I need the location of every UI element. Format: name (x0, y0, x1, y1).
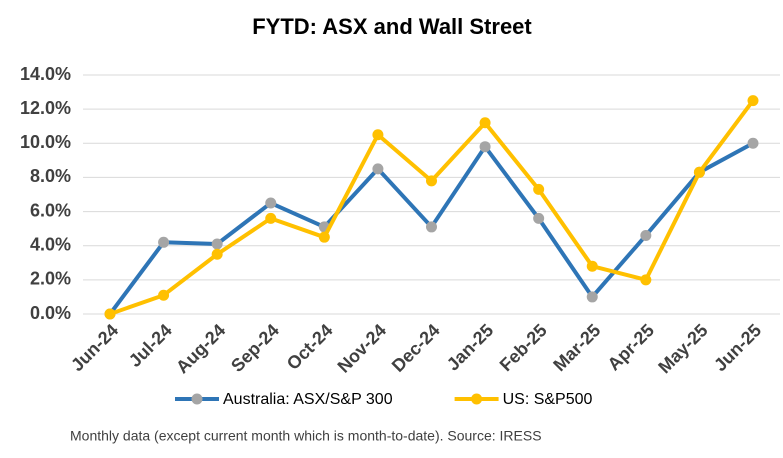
chart-title: FYTD: ASX and Wall Street (252, 14, 532, 39)
point (693, 166, 705, 178)
x-tick-label: Jun-25 (710, 320, 765, 375)
x-tick-label: Mar-25 (549, 320, 604, 375)
x-tick-label: Apr-25 (604, 320, 658, 374)
point (533, 183, 545, 195)
legend-label: US: S&P500 (503, 391, 593, 408)
point (586, 291, 598, 303)
point (211, 238, 223, 250)
legend-marker (471, 393, 483, 405)
point (426, 175, 437, 187)
x-tick-label: Dec-24 (388, 320, 444, 376)
point (265, 197, 277, 209)
x-tick-label: Sep-24 (227, 320, 283, 376)
x-tick-label: Aug-24 (172, 320, 229, 377)
point (586, 260, 598, 272)
y-tick-label: 14.0% (20, 64, 71, 84)
point (211, 248, 223, 260)
y-tick-label: 2.0% (30, 269, 71, 289)
point (158, 289, 170, 301)
point (533, 212, 545, 224)
y-tick-label: 12.0% (20, 98, 71, 118)
point (747, 137, 759, 149)
y-tick-label: 8.0% (30, 166, 71, 186)
footnote: Monthly data (except current month which… (70, 428, 542, 444)
point (640, 274, 652, 286)
point (479, 117, 491, 129)
point (318, 231, 330, 243)
x-tick-label: Jan-25 (443, 320, 497, 374)
point (747, 95, 759, 107)
x-tick-label: Nov-24 (334, 320, 391, 377)
point (426, 221, 437, 233)
point (265, 212, 277, 224)
legend-marker (191, 393, 203, 405)
point (104, 308, 116, 320)
x-tick-label: Feb-25 (496, 320, 551, 375)
y-tick-label: 4.0% (30, 234, 71, 254)
x-tick-label: Jul-24 (125, 320, 176, 371)
x-tick-label: May-25 (654, 320, 711, 377)
point (479, 141, 491, 153)
x-tick-label: Oct-24 (283, 320, 337, 374)
legend-label: Australia: ASX/S&P 300 (223, 391, 393, 408)
y-tick-label: 0.0% (30, 303, 71, 323)
point (158, 236, 170, 248)
series-line (109, 99, 755, 316)
x-tick-label: Jun-24 (67, 320, 122, 375)
point (640, 229, 652, 241)
y-tick-label: 6.0% (30, 200, 71, 220)
point (372, 163, 384, 175)
y-tick-label: 10.0% (20, 132, 71, 152)
point (372, 129, 384, 141)
